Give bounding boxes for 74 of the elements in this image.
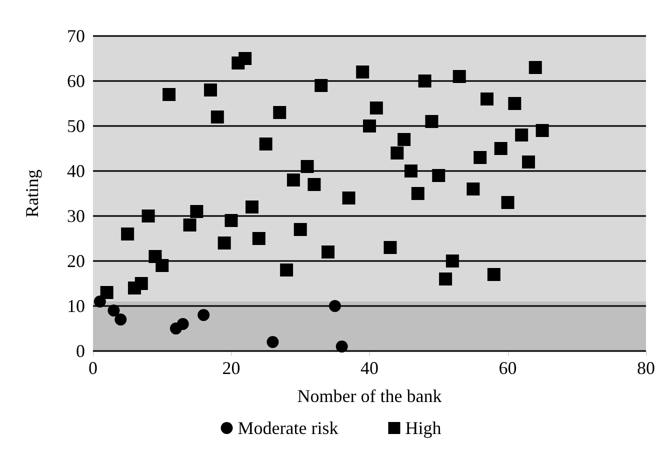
point bbox=[474, 151, 487, 164]
point bbox=[314, 79, 328, 92]
point bbox=[121, 228, 134, 240]
legend-label: High bbox=[405, 418, 442, 438]
point bbox=[198, 309, 210, 321]
point bbox=[536, 124, 549, 137]
point bbox=[508, 97, 522, 110]
point bbox=[259, 138, 272, 150]
x-tick-label: 0 bbox=[88, 358, 98, 378]
point bbox=[452, 70, 466, 83]
point bbox=[328, 300, 341, 312]
point bbox=[134, 277, 148, 290]
point bbox=[156, 259, 169, 272]
x-tick-label: 80 bbox=[637, 358, 655, 378]
point bbox=[336, 340, 348, 352]
point bbox=[273, 106, 286, 119]
point bbox=[142, 210, 155, 222]
point bbox=[418, 74, 432, 88]
x-axis-title: Nomber of the bank bbox=[297, 386, 442, 406]
point bbox=[384, 241, 397, 254]
y-axis-title: Rating bbox=[22, 170, 42, 218]
point bbox=[528, 61, 542, 74]
point bbox=[176, 318, 189, 330]
y-tick-label: 20 bbox=[67, 251, 85, 271]
y-tick-label: 40 bbox=[67, 161, 85, 181]
point bbox=[100, 286, 114, 299]
point bbox=[501, 196, 514, 209]
point bbox=[363, 120, 376, 132]
point bbox=[294, 223, 307, 236]
point bbox=[266, 336, 279, 348]
point bbox=[252, 232, 266, 245]
point bbox=[280, 264, 294, 276]
point bbox=[322, 246, 335, 258]
point bbox=[425, 115, 438, 128]
point bbox=[522, 156, 535, 168]
point bbox=[238, 52, 252, 65]
point bbox=[487, 268, 500, 281]
y-tick-label: 50 bbox=[67, 116, 85, 136]
y-tick-label: 70 bbox=[67, 26, 85, 46]
point bbox=[342, 192, 356, 204]
point bbox=[245, 200, 258, 214]
point bbox=[286, 174, 300, 186]
point bbox=[370, 102, 383, 114]
point bbox=[190, 205, 204, 218]
point bbox=[439, 272, 452, 286]
point bbox=[210, 110, 224, 124]
point bbox=[114, 314, 127, 326]
point bbox=[432, 169, 446, 182]
point bbox=[480, 92, 494, 106]
point bbox=[404, 164, 418, 178]
legend-label: Moderate risk bbox=[238, 418, 338, 438]
y-tick-label: 30 bbox=[67, 206, 85, 226]
point bbox=[466, 182, 480, 196]
x-tick-label: 60 bbox=[498, 358, 517, 378]
point bbox=[162, 88, 176, 101]
x-tick-label: 40 bbox=[360, 358, 378, 378]
point bbox=[218, 236, 231, 250]
x-tick-label: 20 bbox=[222, 358, 240, 378]
point bbox=[494, 142, 508, 155]
point bbox=[411, 187, 424, 200]
point bbox=[356, 66, 370, 78]
point bbox=[183, 218, 196, 232]
point bbox=[108, 304, 120, 316]
point bbox=[398, 133, 411, 146]
point bbox=[390, 146, 404, 160]
point bbox=[300, 160, 314, 173]
point bbox=[224, 214, 238, 227]
point bbox=[308, 178, 321, 191]
y-tick-label: 60 bbox=[67, 71, 85, 91]
point bbox=[446, 254, 459, 268]
y-tick-label: 10 bbox=[67, 296, 85, 316]
point bbox=[204, 84, 218, 96]
point bbox=[515, 128, 528, 142]
y-tick-label: 0 bbox=[76, 341, 85, 361]
